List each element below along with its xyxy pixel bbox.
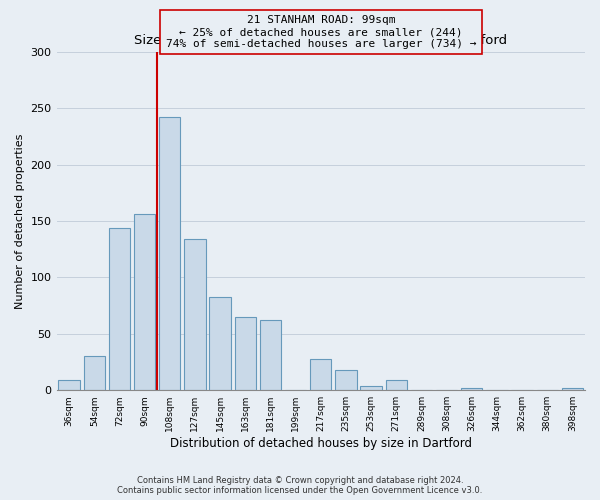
Bar [159, 118, 181, 390]
X-axis label: Distribution of detached houses by size in Dartford: Distribution of detached houses by size … [170, 437, 472, 450]
Title: 21, STANHAM ROAD, DARTFORD, DA1 3AW
Size of property relative to detached houses: 21, STANHAM ROAD, DARTFORD, DA1 3AW Size… [134, 18, 508, 46]
Bar [184, 239, 206, 390]
Bar [83, 356, 105, 390]
Bar [58, 380, 80, 390]
Bar [461, 388, 482, 390]
Bar [386, 380, 407, 390]
Text: Contains HM Land Registry data © Crown copyright and database right 2024.
Contai: Contains HM Land Registry data © Crown c… [118, 476, 482, 495]
Bar [361, 386, 382, 390]
Bar [310, 358, 331, 390]
Bar [562, 388, 583, 390]
Bar [235, 317, 256, 390]
Bar [209, 296, 231, 390]
Bar [109, 228, 130, 390]
Y-axis label: Number of detached properties: Number of detached properties [15, 134, 25, 309]
Bar [260, 320, 281, 390]
Bar [134, 214, 155, 390]
Bar [335, 370, 356, 390]
Text: 21 STANHAM ROAD: 99sqm
← 25% of detached houses are smaller (244)
74% of semi-de: 21 STANHAM ROAD: 99sqm ← 25% of detached… [166, 16, 476, 48]
